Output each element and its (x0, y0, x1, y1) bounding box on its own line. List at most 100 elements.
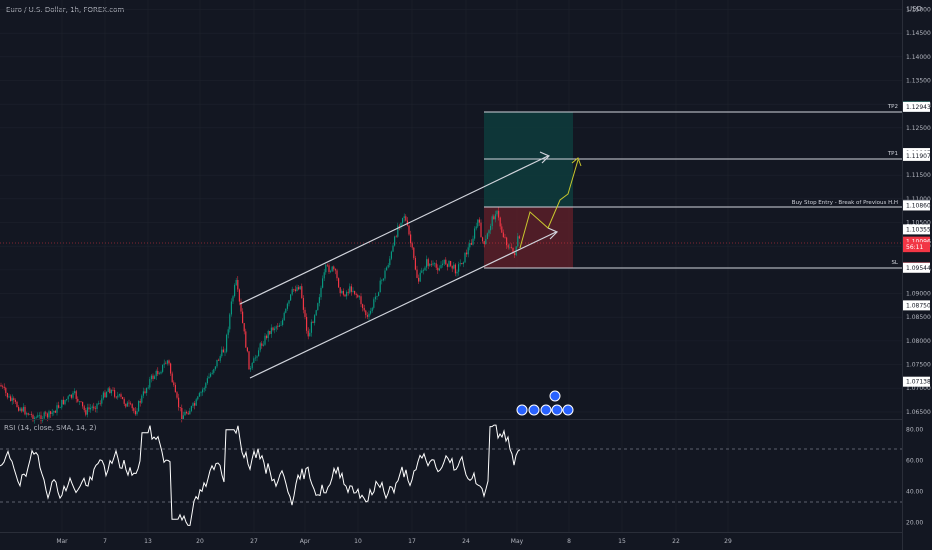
candle-body (69, 394, 71, 397)
us-flag-icon[interactable] (516, 404, 528, 416)
candle-body (248, 351, 250, 370)
price-badge-label: 1.10860 (906, 202, 931, 209)
candle-body (210, 373, 212, 377)
candle-body (82, 401, 84, 407)
candle-body (445, 259, 447, 265)
candle-body (494, 214, 496, 220)
candle-body (379, 280, 381, 293)
candle-body (230, 301, 232, 315)
candle-body (237, 279, 239, 290)
time-tick-label: Mar (56, 538, 68, 545)
candle-body (194, 403, 196, 406)
candle-body (293, 289, 295, 290)
candle-body (333, 266, 335, 270)
rsi-tick-label: 40.00 (906, 488, 923, 495)
time-tick-label: 22 (672, 538, 680, 545)
candle-body (149, 379, 151, 388)
symbol-title[interactable]: Euro / U.S. Dollar, 1h, FOREX.com (6, 6, 125, 14)
candle-body (323, 272, 325, 279)
economic-events[interactable] (516, 390, 574, 416)
time-axis[interactable]: Mar 7 13 20 27 Apr 10 17 24 May 8 15 22 29 (56, 538, 732, 545)
price-badge (903, 101, 930, 112)
candle-body (478, 219, 480, 223)
candle-body (275, 326, 277, 329)
candle-body (118, 394, 120, 396)
candle-body (490, 225, 492, 231)
candle-body (395, 236, 397, 238)
candle-body (493, 216, 495, 220)
rsi-indicator-title[interactable]: RSI (14, close, SMA, 14, 2) (4, 424, 97, 432)
candle-body (78, 401, 80, 402)
candle-body (163, 363, 165, 365)
price-axis[interactable]: 1.150001.145001.140001.135001.130001.125… (906, 6, 931, 415)
rsi-axis[interactable]: 80.00 60.00 40.00 20.00 (906, 427, 923, 527)
candle-body (346, 291, 348, 297)
candle-body (142, 391, 144, 396)
us-flag-icon[interactable] (551, 404, 563, 416)
candlestick-series[interactable] (0, 207, 520, 424)
candle-body (182, 415, 184, 420)
candle-body (2, 386, 4, 388)
candle-body (45, 412, 47, 414)
candle-body (374, 296, 376, 300)
us-flag-icon[interactable] (562, 404, 574, 416)
candle-body (504, 237, 506, 238)
price-badge-label: 1.09544 (906, 265, 931, 272)
price-badges: 1.129491.129431.119671.119071.108751.108… (903, 101, 931, 387)
candle-body (408, 225, 410, 235)
candle-body (75, 391, 77, 399)
candle-body (203, 387, 205, 390)
candle-body (6, 392, 8, 398)
price-badge-label: 1.10355 (906, 226, 931, 233)
candle-body (227, 329, 229, 335)
candle-body (258, 350, 260, 357)
candle-body (64, 399, 66, 405)
candle-body (168, 360, 170, 364)
candle-body (157, 370, 159, 375)
us-flag-icon[interactable] (549, 390, 561, 402)
candle-body (475, 226, 477, 229)
candle-body (62, 399, 64, 405)
candle-body (474, 228, 476, 239)
candle-body (35, 417, 37, 418)
candle-body (434, 263, 436, 264)
candle-body (262, 344, 264, 346)
candle-body (138, 401, 140, 412)
candle-body (242, 311, 244, 324)
price-tick-label: 1.13500 (906, 77, 931, 84)
candle-body (192, 403, 194, 407)
candle-body (451, 265, 453, 269)
rsi-tick-label: 20.00 (906, 519, 923, 526)
rsi-line[interactable] (0, 424, 521, 526)
candle-body (278, 325, 280, 327)
candle-body (405, 216, 407, 221)
candle-body (234, 285, 236, 297)
candle-body (189, 410, 191, 415)
candle-body (136, 411, 138, 415)
channel-lower-line[interactable] (249, 231, 557, 379)
candle-body (29, 414, 31, 415)
candle-body (144, 391, 146, 393)
us-flag-icon[interactable] (528, 404, 540, 416)
projected-path[interactable] (519, 159, 579, 249)
candle-body (424, 267, 426, 271)
candle-body (213, 369, 215, 373)
candle-body (312, 321, 314, 323)
candle-body (339, 287, 341, 294)
candle-body (456, 271, 458, 274)
candle-body (285, 308, 287, 313)
candle-body (91, 406, 93, 408)
candle-body (448, 260, 450, 267)
candle-body (5, 387, 7, 393)
channel-upper-line[interactable] (239, 155, 549, 305)
candle-body (123, 399, 125, 404)
candle-body (51, 412, 53, 414)
candle-body (435, 263, 437, 268)
candle-body (112, 389, 114, 391)
candle-body (154, 376, 156, 379)
candle-body (80, 401, 82, 402)
candle-body (341, 290, 343, 294)
us-flag-icon[interactable] (540, 404, 552, 416)
candle-body (174, 385, 176, 393)
